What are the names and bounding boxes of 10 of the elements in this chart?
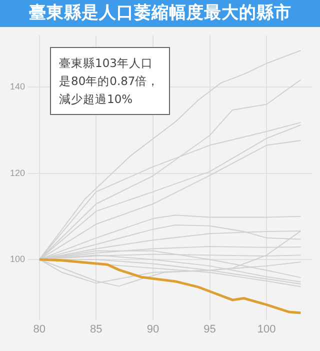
x-tick-label: 90 <box>146 323 160 336</box>
x-tick-label: 80 <box>33 323 46 336</box>
chart-title: 臺東縣是人口萎縮幅度最大的縣市 <box>0 0 320 27</box>
y-tick-label: 100 <box>10 254 25 264</box>
x-tick-label: 85 <box>90 323 102 336</box>
annotation: 臺東縣103年人口是80年的0.87倍，減少超過10% <box>50 47 170 115</box>
x-tick-label: 95 <box>204 323 216 336</box>
y-tick-label: 120 <box>10 168 25 178</box>
x-tick-label: 100 <box>257 323 276 336</box>
y-tick-label: 140 <box>10 82 25 92</box>
